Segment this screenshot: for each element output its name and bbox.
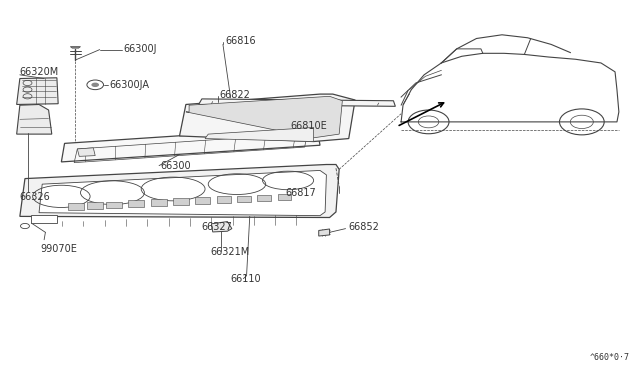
Polygon shape: [39, 170, 326, 216]
Text: 66300JA: 66300JA: [109, 80, 149, 90]
Bar: [237, 196, 251, 202]
Polygon shape: [211, 222, 232, 232]
Bar: [87, 202, 103, 209]
Text: 66810E: 66810E: [290, 121, 327, 131]
Polygon shape: [77, 148, 95, 156]
Polygon shape: [186, 96, 342, 138]
Bar: [173, 198, 189, 205]
Bar: [68, 203, 84, 210]
Text: 66816: 66816: [225, 36, 256, 46]
Circle shape: [92, 83, 99, 87]
Polygon shape: [319, 229, 330, 236]
Polygon shape: [20, 164, 339, 218]
Bar: [195, 197, 209, 204]
Polygon shape: [179, 94, 355, 141]
Bar: [129, 201, 145, 207]
Text: 66320M: 66320M: [20, 67, 59, 77]
Polygon shape: [61, 127, 320, 162]
Polygon shape: [17, 78, 58, 105]
Text: 66300J: 66300J: [124, 44, 157, 54]
Text: 66817: 66817: [285, 188, 316, 198]
Bar: [278, 194, 291, 200]
Bar: [106, 202, 122, 208]
Polygon shape: [17, 105, 52, 134]
Text: ^660*0·7: ^660*0·7: [589, 353, 630, 362]
Bar: [257, 195, 271, 201]
Text: 66300: 66300: [161, 161, 191, 171]
Text: 99070E: 99070E: [40, 244, 77, 254]
Bar: [151, 199, 167, 206]
Text: 66326: 66326: [20, 192, 51, 202]
Text: 66321M: 66321M: [210, 247, 250, 257]
Polygon shape: [70, 46, 81, 48]
Text: 66327: 66327: [202, 222, 233, 232]
Text: 66852: 66852: [349, 222, 380, 232]
Bar: [216, 196, 230, 203]
Text: 66822: 66822: [219, 90, 250, 100]
Polygon shape: [205, 128, 314, 141]
Text: 66110: 66110: [230, 274, 261, 284]
Bar: [31, 215, 57, 223]
Polygon shape: [198, 99, 396, 106]
